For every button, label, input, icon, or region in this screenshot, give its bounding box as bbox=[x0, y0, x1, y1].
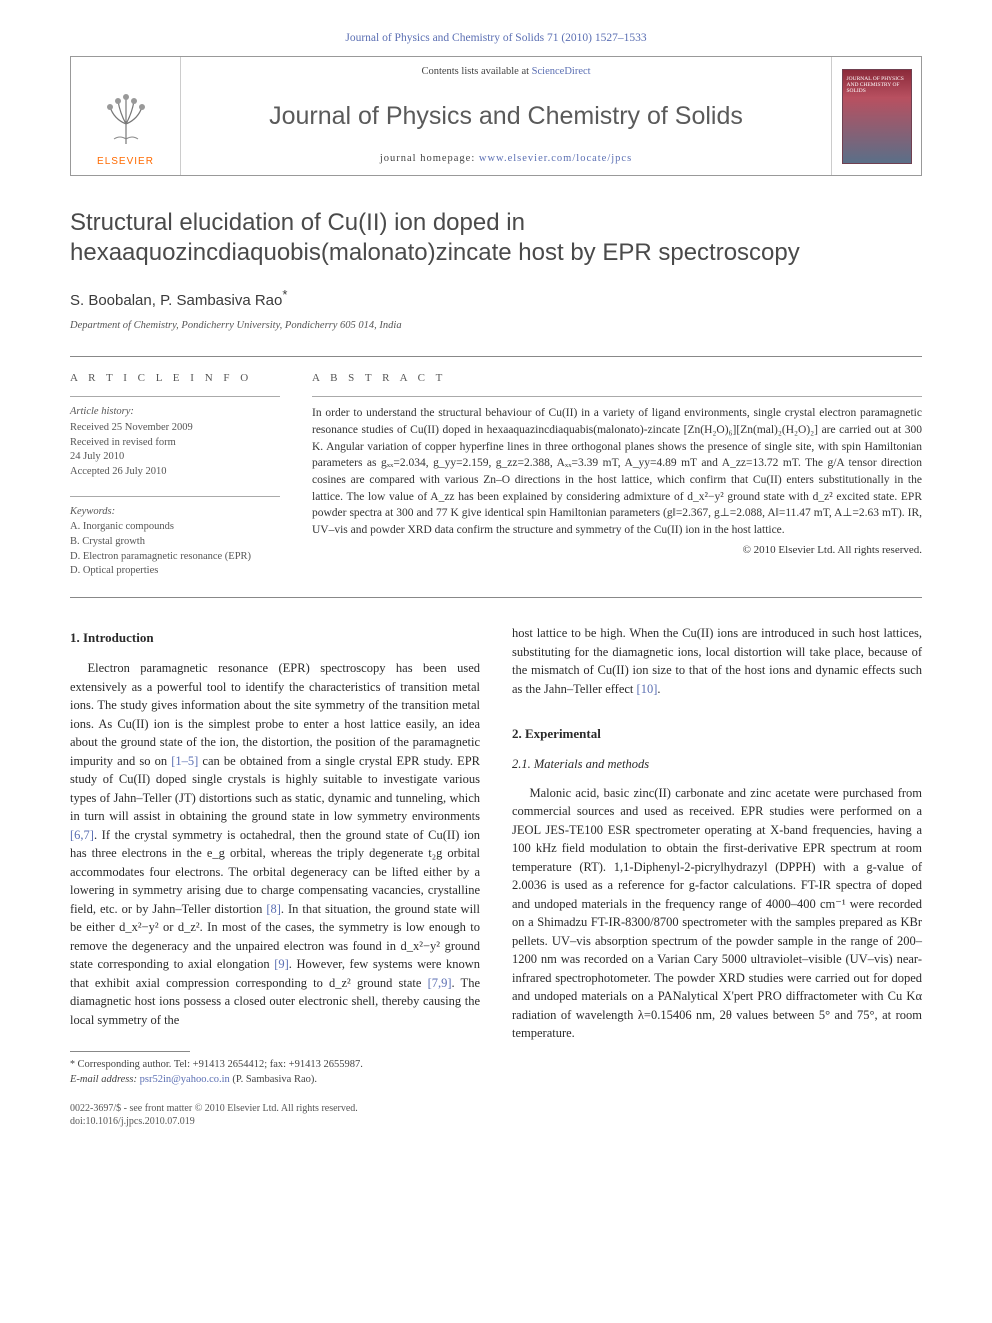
ref-link-8[interactable]: [8] bbox=[266, 902, 281, 916]
corresponding-footnote: * Corresponding author. Tel: +91413 2654… bbox=[70, 1058, 480, 1087]
intro-text-2b: . bbox=[657, 682, 660, 696]
intro-text-2a: host lattice to be high. When the Cu(II)… bbox=[512, 626, 922, 696]
email-link[interactable]: psr52in@yahoo.co.in bbox=[140, 1074, 230, 1085]
keyword-4: D. Optical properties bbox=[70, 564, 280, 579]
footnote-separator bbox=[70, 1051, 190, 1052]
corresponding-marker-icon: * bbox=[282, 287, 287, 302]
footer-block: 0022-3697/$ - see front matter © 2010 El… bbox=[70, 1102, 480, 1129]
journal-reference: Journal of Physics and Chemistry of Soli… bbox=[70, 30, 922, 46]
keyword-1: A. Inorganic compounds bbox=[70, 520, 280, 535]
ref-link-1-5[interactable]: [1–5] bbox=[171, 754, 198, 768]
keyword-3: D. Electron paramagnetic resonance (EPR) bbox=[70, 550, 280, 565]
email-suffix: (P. Sambasiva Rao). bbox=[230, 1074, 317, 1085]
ref-link-9[interactable]: [9] bbox=[274, 957, 289, 971]
homepage-prefix: journal homepage: bbox=[380, 153, 479, 164]
intro-text-1a: Electron paramagnetic resonance (EPR) sp… bbox=[70, 661, 480, 768]
article-title: Structural elucidation of Cu(II) ion dop… bbox=[70, 208, 922, 268]
journal-ref-link[interactable]: Journal of Physics and Chemistry of Soli… bbox=[345, 32, 646, 44]
authors: S. Boobalan, P. Sambasiva Rao* bbox=[70, 286, 922, 311]
article-info-label: A R T I C L E I N F O bbox=[70, 371, 280, 386]
footer-line2: doi:10.1016/j.jpcs.2010.07.019 bbox=[70, 1115, 480, 1129]
cover-block: JOURNAL OF PHYSICS AND CHEMISTRY OF SOLI… bbox=[831, 57, 921, 175]
history-label: Article history: bbox=[70, 405, 280, 420]
elsevier-tree-icon bbox=[96, 89, 156, 149]
history-block: Article history: Received 25 November 20… bbox=[70, 405, 280, 479]
history-revised-line1: Received in revised form bbox=[70, 436, 280, 451]
history-revised-line2: 24 July 2010 bbox=[70, 450, 280, 465]
column-right: host lattice to be high. When the Cu(II)… bbox=[512, 624, 922, 1129]
ref-link-7-9[interactable]: [7,9] bbox=[428, 976, 452, 990]
keywords-label: Keywords: bbox=[70, 505, 280, 520]
footer-line1: 0022-3697/$ - see front matter © 2010 El… bbox=[70, 1102, 480, 1116]
journal-title: Journal of Physics and Chemistry of Soli… bbox=[269, 99, 743, 134]
ref-link-10[interactable]: [10] bbox=[637, 682, 658, 696]
experimental-subheading: 2.1. Materials and methods bbox=[512, 755, 922, 774]
abstract-text: In order to understand the structural be… bbox=[312, 405, 922, 538]
keyword-2: B. Crystal growth bbox=[70, 535, 280, 550]
intro-paragraph-2: host lattice to be high. When the Cu(II)… bbox=[512, 624, 922, 698]
body-columns: 1. Introduction Electron paramagnetic re… bbox=[70, 624, 922, 1129]
homepage-line: journal homepage: www.elsevier.com/locat… bbox=[380, 152, 632, 167]
article-info: A R T I C L E I N F O Article history: R… bbox=[70, 371, 280, 579]
cover-label: JOURNAL OF PHYSICS AND CHEMISTRY OF SOLI… bbox=[847, 76, 907, 94]
footnote-star-icon: * bbox=[70, 1059, 78, 1070]
abstract-label: A B S T R A C T bbox=[312, 371, 922, 386]
abstract-copyright: © 2010 Elsevier Ltd. All rights reserved… bbox=[312, 543, 922, 558]
footnote-text: Corresponding author. Tel: +91413 265441… bbox=[78, 1059, 363, 1070]
keywords-block: Keywords: A. Inorganic compounds B. Crys… bbox=[70, 505, 280, 579]
experimental-paragraph: Malonic acid, basic zinc(II) carbonate a… bbox=[512, 784, 922, 1043]
affiliation: Department of Chemistry, Pondicherry Uni… bbox=[70, 319, 922, 334]
introduction-heading: 1. Introduction bbox=[70, 628, 480, 647]
email-label: E-mail address: bbox=[70, 1074, 140, 1085]
publisher-name: ELSEVIER bbox=[97, 155, 154, 169]
authors-text: S. Boobalan, P. Sambasiva Rao bbox=[70, 292, 282, 309]
journal-header: ELSEVIER Contents lists available at Sci… bbox=[70, 56, 922, 176]
history-accepted: Accepted 26 July 2010 bbox=[70, 465, 280, 480]
intro-paragraph-1: Electron paramagnetic resonance (EPR) sp… bbox=[70, 659, 480, 1029]
experimental-heading: 2. Experimental bbox=[512, 724, 922, 743]
contents-prefix: Contents lists available at bbox=[421, 66, 531, 77]
abstract-block: A B S T R A C T In order to understand t… bbox=[312, 371, 922, 579]
ref-link-6-7[interactable]: [6,7] bbox=[70, 828, 94, 842]
header-center: Contents lists available at ScienceDirec… bbox=[181, 57, 831, 175]
sciencedirect-link[interactable]: ScienceDirect bbox=[532, 66, 591, 77]
meta-section: A R T I C L E I N F O Article history: R… bbox=[70, 356, 922, 598]
homepage-link[interactable]: www.elsevier.com/locate/jpcs bbox=[479, 153, 632, 164]
history-received: Received 25 November 2009 bbox=[70, 421, 280, 436]
publisher-block: ELSEVIER bbox=[71, 57, 181, 175]
contents-line: Contents lists available at ScienceDirec… bbox=[421, 65, 590, 80]
journal-cover-icon: JOURNAL OF PHYSICS AND CHEMISTRY OF SOLI… bbox=[842, 69, 912, 164]
column-left: 1. Introduction Electron paramagnetic re… bbox=[70, 624, 480, 1129]
